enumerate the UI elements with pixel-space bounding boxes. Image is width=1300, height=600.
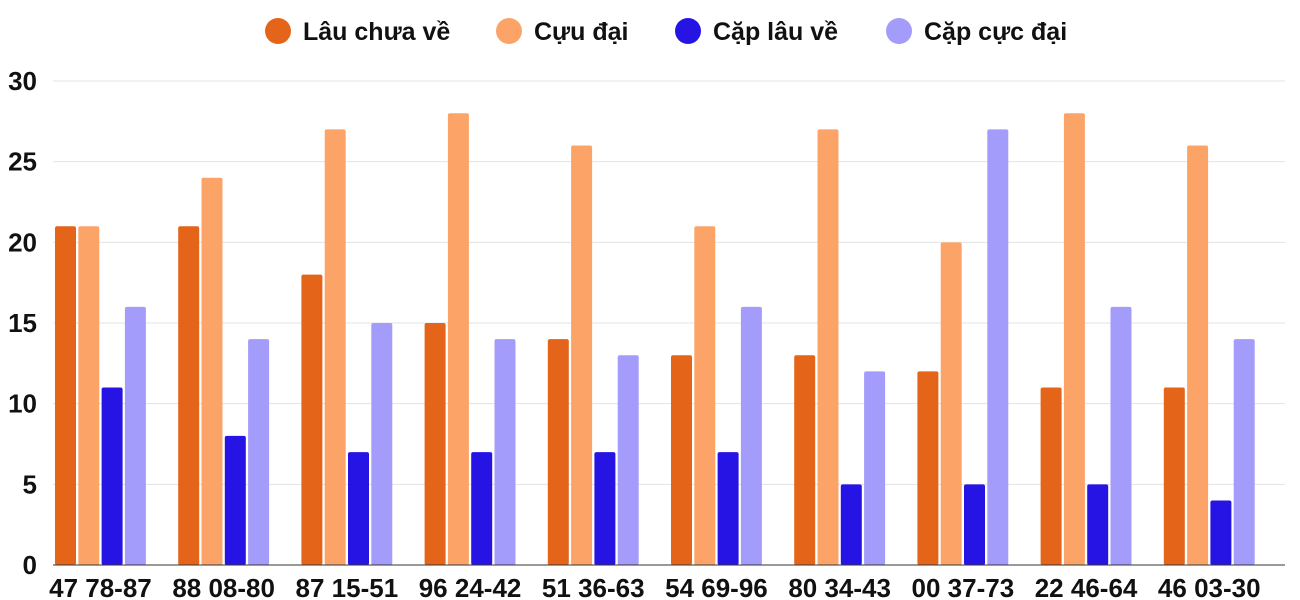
y-tick-label: 5	[23, 469, 37, 499]
legend-swatch	[265, 18, 291, 44]
bar	[101, 387, 123, 565]
x-tick-label: 46 03-30	[1158, 573, 1261, 600]
legend-label: Cựu đại	[534, 18, 629, 46]
bar	[617, 355, 639, 565]
bar	[178, 226, 200, 565]
bar	[594, 452, 616, 565]
bar-group	[794, 129, 886, 565]
legend-item: Lâu chưa về	[265, 18, 450, 46]
bar	[694, 226, 716, 565]
bar	[917, 371, 939, 565]
legend-item: Cựu đại	[496, 18, 629, 46]
bar-group	[178, 177, 270, 566]
y-tick-label: 0	[23, 550, 37, 580]
x-tick-label: 87 15-51	[296, 573, 399, 600]
bar	[740, 306, 762, 565]
y-axis: 0 5 10 15 20 25 30	[8, 66, 37, 580]
bar	[248, 339, 270, 565]
x-tick-label: 51 36-63	[542, 573, 645, 600]
y-tick-label: 15	[8, 308, 37, 338]
legend-swatch	[886, 18, 912, 44]
bar	[324, 129, 346, 565]
legend-label: Lâu chưa về	[303, 18, 450, 46]
bar	[447, 113, 469, 566]
bar-group	[547, 145, 639, 566]
bar	[494, 339, 516, 565]
bar	[940, 242, 962, 566]
bar	[1187, 145, 1209, 566]
bar-group	[671, 226, 762, 565]
x-tick-label: 47 78-87	[49, 573, 152, 600]
legend-item: Cặp lâu về	[675, 18, 838, 46]
legend-label: Cặp lâu về	[713, 18, 838, 46]
bar-group	[1040, 113, 1132, 566]
y-tick-label: 30	[8, 66, 37, 96]
y-tick-label: 10	[8, 389, 37, 419]
bar	[1233, 339, 1255, 565]
bar	[371, 323, 393, 565]
bar	[717, 452, 739, 565]
chart-gridlines	[53, 80, 1285, 485]
x-tick-label: 80 34-43	[788, 573, 891, 600]
x-tick-label: 54 69-96	[665, 573, 768, 600]
legend-label: Cặp cực đại	[924, 18, 1067, 46]
bar	[1040, 387, 1062, 565]
chart-legend: Lâu chưa về Cựu đại Cặp lâu về Cặp cực đại	[265, 18, 1067, 46]
bar-group	[917, 129, 1009, 566]
x-tick-label: 22 46-64	[1035, 573, 1138, 600]
bar	[987, 129, 1009, 565]
bar	[1163, 387, 1185, 565]
bar	[864, 371, 886, 565]
bar-group	[424, 113, 516, 566]
y-tick-label: 20	[8, 227, 37, 257]
x-tick-label: 96 24-42	[419, 573, 522, 600]
bar-group	[1163, 145, 1255, 566]
bar	[55, 226, 76, 565]
bar	[1063, 113, 1085, 566]
bar	[78, 226, 100, 565]
bar	[794, 355, 816, 565]
y-tick-label: 25	[8, 147, 37, 177]
chart-bars	[55, 113, 1255, 566]
bar	[817, 129, 839, 565]
bar	[424, 323, 446, 565]
bar	[301, 274, 323, 565]
bar	[547, 339, 569, 565]
bar	[571, 145, 593, 566]
bar	[124, 306, 146, 565]
bar	[201, 177, 223, 566]
bar	[840, 484, 862, 565]
bar-group	[55, 226, 146, 565]
bar	[224, 435, 246, 565]
legend-swatch	[496, 18, 522, 44]
x-tick-label: 88 08-80	[172, 573, 275, 600]
x-axis: 47 78-87 88 08-80 87 15-51 96 24-42 51 36-63…	[49, 564, 1285, 600]
bar	[1087, 484, 1109, 565]
bar	[1110, 306, 1132, 565]
bar	[348, 452, 369, 565]
bar-group	[301, 129, 393, 565]
bar	[471, 452, 493, 565]
legend-item: Cặp cực đại	[886, 18, 1067, 46]
legend-swatch	[675, 18, 701, 44]
bar	[964, 484, 985, 565]
bar	[671, 355, 692, 565]
x-tick-label: 00 37-73	[912, 573, 1015, 600]
bar	[1210, 500, 1232, 565]
